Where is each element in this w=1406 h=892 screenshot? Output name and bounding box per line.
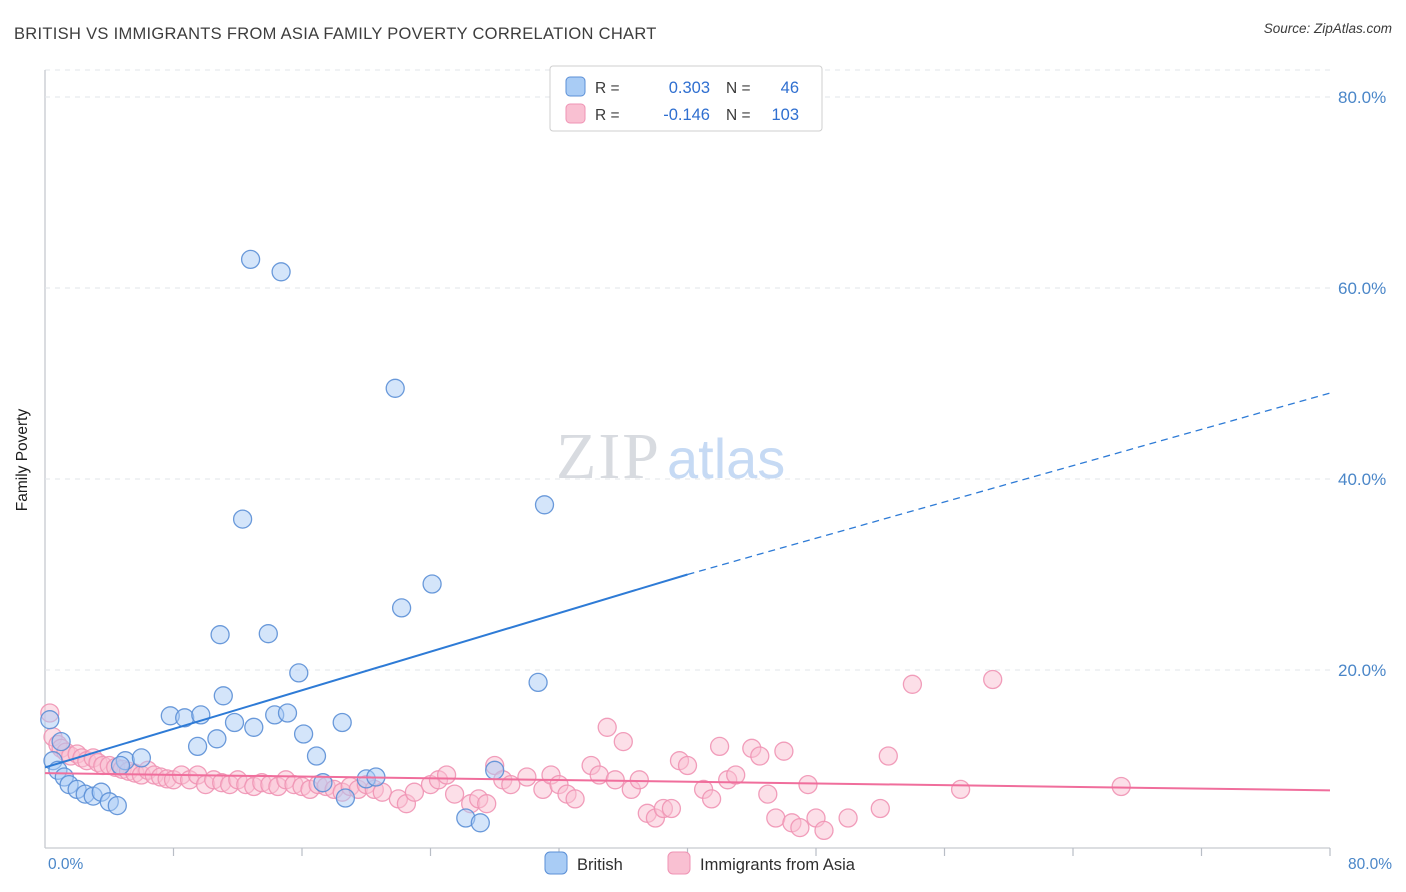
asia-point xyxy=(701,789,722,809)
asia-point xyxy=(709,736,730,757)
asia-point xyxy=(404,782,425,802)
british-points-group xyxy=(40,249,555,833)
y-axis-tick-label: 60.0% xyxy=(1338,279,1386,298)
y-axis-tick-label: 20.0% xyxy=(1338,661,1386,680)
watermark-zip: ZIP xyxy=(556,420,661,493)
british-point xyxy=(187,736,208,757)
stats-box: R = 0.303 N = 46 R = -0.146 N = 103 xyxy=(549,65,823,132)
british-point xyxy=(107,795,127,816)
asia-point xyxy=(774,741,794,761)
asia-point xyxy=(444,784,465,804)
watermark: ZIP atlas xyxy=(556,420,785,493)
asia-point xyxy=(878,746,898,766)
asia-point xyxy=(517,767,537,787)
british-point xyxy=(213,686,233,706)
asia-point xyxy=(902,674,923,694)
british-point xyxy=(277,703,298,723)
asia-point xyxy=(790,817,810,838)
y-axis-tick-label: 80.0% xyxy=(1338,88,1386,107)
british-point xyxy=(240,249,261,270)
british-legend-label: British xyxy=(577,856,623,874)
asia-point xyxy=(798,774,818,795)
british-point xyxy=(470,813,490,833)
british-point xyxy=(332,712,352,733)
british-point xyxy=(335,788,356,808)
british-point xyxy=(313,773,333,793)
asia-legend-swatch xyxy=(667,851,691,875)
trend-line-solid xyxy=(44,573,688,769)
asia-point xyxy=(597,717,617,737)
asia-point xyxy=(726,765,746,785)
asia-legend-label: Immigrants from Asia xyxy=(700,856,856,874)
british-point xyxy=(244,717,264,737)
asia-point xyxy=(983,669,1003,690)
british-point xyxy=(306,746,327,766)
trend-line-solid xyxy=(44,772,1331,792)
british-r-value: 0.303 xyxy=(669,79,710,97)
x-min-label: 0.0% xyxy=(48,856,84,873)
asia-points-group xyxy=(40,669,1131,841)
british-n-label: N = xyxy=(726,80,751,97)
british-point xyxy=(528,672,548,693)
british-point xyxy=(422,574,442,594)
british-point xyxy=(385,378,405,398)
asia-point xyxy=(565,789,585,809)
british-point xyxy=(224,712,245,733)
trend-line-dashed xyxy=(687,392,1331,576)
british-point xyxy=(110,755,131,776)
british-legend-swatch xyxy=(544,851,568,875)
trend-lines-group xyxy=(44,392,1331,792)
british-point xyxy=(131,748,152,768)
british-point xyxy=(210,625,230,645)
stats-box-frame xyxy=(549,65,823,132)
british-point xyxy=(391,598,412,618)
asia-point xyxy=(436,765,457,785)
british-n-value: 46 xyxy=(781,79,799,97)
asia-point xyxy=(870,798,890,819)
british-point xyxy=(534,495,555,515)
asia-r-label: R = xyxy=(595,107,620,124)
british-point xyxy=(289,663,309,683)
asia-point xyxy=(814,820,834,841)
british-swatch xyxy=(565,76,586,97)
asia-r-value: -0.146 xyxy=(663,106,710,124)
asia-n-value: 103 xyxy=(771,106,799,124)
asia-point xyxy=(677,755,698,776)
asia-swatch xyxy=(565,103,586,124)
asia-point xyxy=(629,770,649,790)
british-point xyxy=(271,262,291,282)
asia-point xyxy=(661,798,682,819)
asia-point xyxy=(950,779,971,800)
british-point xyxy=(51,731,71,752)
british-point xyxy=(207,729,227,749)
source-credit: Source: ZipAtlas.com xyxy=(1264,21,1392,36)
asia-point xyxy=(613,731,633,752)
asia-point xyxy=(766,808,786,828)
british-point xyxy=(293,724,314,744)
british-point xyxy=(485,760,505,780)
asia-point xyxy=(838,808,858,828)
y-axis-title: Family Poverty xyxy=(14,409,31,512)
gridlines-group: 20.0% 40.0% 60.0% 80.0% xyxy=(45,88,1386,856)
asia-point xyxy=(750,746,770,766)
asia-n-label: N = xyxy=(726,107,751,124)
british-point xyxy=(258,624,278,644)
bottom-legend: British Immigrants from Asia xyxy=(544,851,856,875)
x-max-label: 80.0% xyxy=(1348,856,1392,873)
y-axis-tick-label: 40.0% xyxy=(1338,470,1386,489)
british-point xyxy=(40,710,60,730)
watermark-atlas: atlas xyxy=(667,427,785,490)
asia-point xyxy=(758,784,778,804)
british-point xyxy=(232,509,253,529)
british-r-label: R = xyxy=(595,80,620,97)
asia-point xyxy=(477,794,497,814)
page-title: BRITISH VS IMMIGRANTS FROM ASIA FAMILY P… xyxy=(14,25,657,43)
